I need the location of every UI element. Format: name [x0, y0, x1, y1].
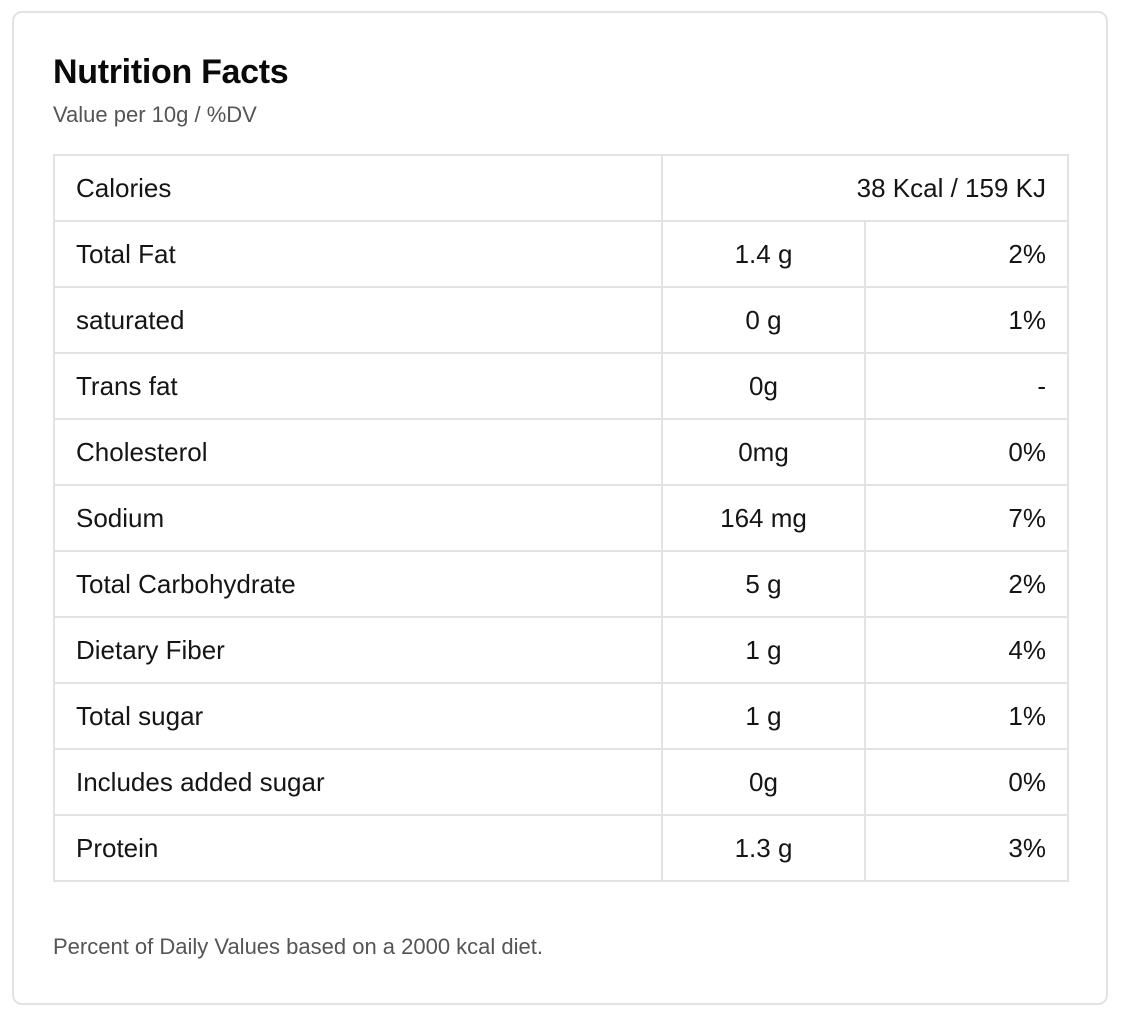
nutrient-amount: 1 g [661, 682, 866, 750]
table-row: Trans fat 0g - [53, 352, 1069, 420]
nutrient-amount: 0g [661, 748, 866, 816]
daily-value-footnote: Percent of Daily Values based on a 2000 … [53, 934, 544, 959]
nutrient-name: Total sugar [53, 682, 663, 750]
nutrient-daily-value: 2% [864, 220, 1069, 288]
nutrient-name: Trans fat [53, 352, 663, 420]
nutrient-daily-value: 2% [864, 550, 1069, 618]
table-row: Total sugar 1 g 1% [53, 682, 1069, 750]
nutrient-amount: 164 mg [661, 484, 866, 552]
nutrient-name: Sodium [53, 484, 663, 552]
table-row: Protein 1.3 g 3% [53, 814, 1069, 882]
nutrient-daily-value: - [864, 352, 1069, 420]
table-row: Total Carbohydrate 5 g 2% [53, 550, 1069, 618]
calories-row: Calories 38 Kcal / 159 KJ [53, 154, 1069, 222]
nutrient-name: Cholesterol [53, 418, 663, 486]
nutrition-table: Calories 38 Kcal / 159 KJ Total Fat 1.4 g… [53, 154, 1069, 882]
nutrient-amount: 1.3 g [661, 814, 866, 882]
table-row: Cholesterol 0mg 0% [53, 418, 1069, 486]
nutrient-amount: 5 g [661, 550, 866, 618]
nutrient-amount: 1.4 g [661, 220, 866, 288]
serving-subtitle: Value per 10g / %DV [53, 102, 257, 127]
nutrient-amount: 0mg [661, 418, 866, 486]
nutrient-daily-value: 1% [864, 682, 1069, 750]
nutrient-daily-value: 4% [864, 616, 1069, 684]
nutrient-amount: 0 g [661, 286, 866, 354]
table-row: Includes added sugar 0g 0% [53, 748, 1069, 816]
calories-value: 38 Kcal / 159 KJ [661, 154, 1069, 222]
nutrient-daily-value: 3% [864, 814, 1069, 882]
nutrient-daily-value: 7% [864, 484, 1069, 552]
nutrient-name: Total Fat [53, 220, 663, 288]
nutrient-name: Total Carbohydrate [53, 550, 663, 618]
table-row: Dietary Fiber 1 g 4% [53, 616, 1069, 684]
nutrient-amount: 1 g [661, 616, 866, 684]
nutrient-name: Dietary Fiber [53, 616, 663, 684]
nutrient-name: Includes added sugar [53, 748, 663, 816]
calories-label: Calories [53, 154, 663, 222]
nutrient-amount: 0g [661, 352, 866, 420]
nutrient-name: Protein [53, 814, 663, 882]
table-row: saturated 0 g 1% [53, 286, 1069, 354]
nutrition-table-body: Calories 38 Kcal / 159 KJ Total Fat 1.4 g… [53, 154, 1069, 882]
table-row: Sodium 164 mg 7% [53, 484, 1069, 552]
table-row: Total Fat 1.4 g 2% [53, 220, 1069, 288]
nutrient-name: saturated [53, 286, 663, 354]
nutrient-daily-value: 0% [864, 748, 1069, 816]
nutrient-daily-value: 1% [864, 286, 1069, 354]
nutrient-daily-value: 0% [864, 418, 1069, 486]
page-title: Nutrition Facts [53, 53, 289, 91]
